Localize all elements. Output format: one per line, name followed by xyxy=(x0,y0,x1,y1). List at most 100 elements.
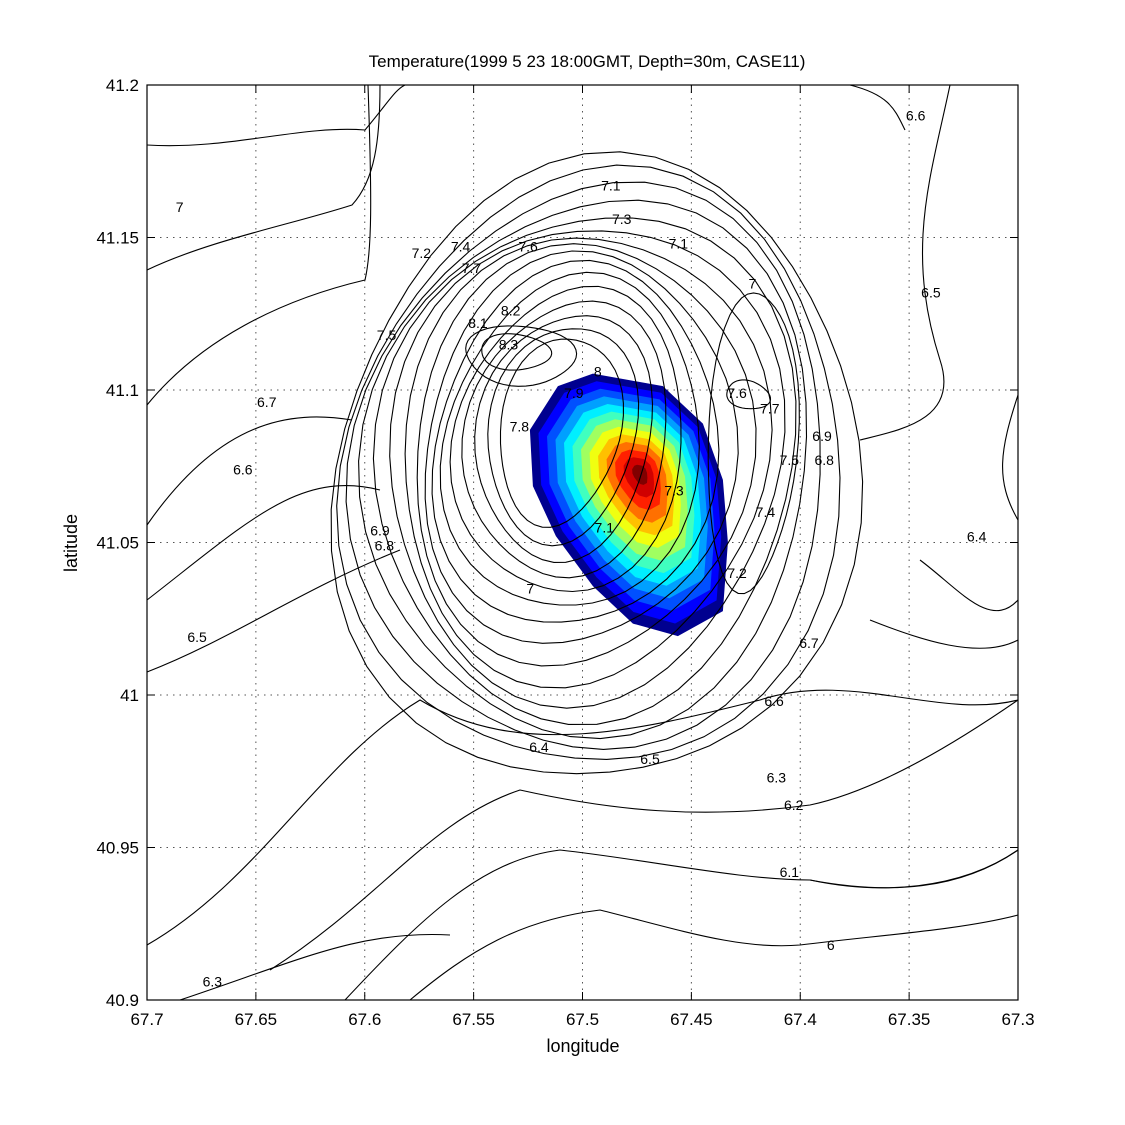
contour-value-label: 8.1 xyxy=(468,315,488,331)
isotherm-lines xyxy=(146,84,1019,1001)
chart-title: Temperature(1999 5 23 18:00GMT, Depth=30… xyxy=(369,52,806,71)
filled-contour-band xyxy=(632,464,648,485)
isotherm-line xyxy=(269,699,1019,971)
contour-value-label: 6.1 xyxy=(780,864,800,880)
contour-value-label: 6.5 xyxy=(640,751,660,767)
isotherm-line xyxy=(465,325,578,387)
contour-value-label: 7.8 xyxy=(510,419,530,435)
contour-value-label: 7.2 xyxy=(727,565,747,581)
isotherm-line xyxy=(146,84,406,147)
contour-value-label: 7.5 xyxy=(377,327,397,343)
isotherm-line xyxy=(461,300,667,579)
x-tick-label: 67.5 xyxy=(566,1010,599,1029)
contour-value-label: 7 xyxy=(748,275,756,291)
contour-value-label: 6.8 xyxy=(375,538,395,554)
contour-value-label: 7.7 xyxy=(760,400,780,416)
y-tick-label: 41.15 xyxy=(96,229,139,248)
y-axis-label: latitude xyxy=(61,514,81,572)
contour-value-label: 6.6 xyxy=(764,693,784,709)
isotherm-line xyxy=(146,416,353,526)
isotherm-line xyxy=(358,199,808,740)
contour-value-label: 8.3 xyxy=(499,336,519,352)
contour-value-label: 7.2 xyxy=(412,245,432,261)
x-tick-label: 67.35 xyxy=(888,1010,931,1029)
isotherm-line xyxy=(849,84,906,131)
isotherm-line xyxy=(707,292,800,595)
contour-value-label: 7.9 xyxy=(564,385,584,401)
isotherm-line xyxy=(499,338,624,528)
x-axis-label: longitude xyxy=(546,1036,619,1056)
contour-value-label: 7 xyxy=(176,199,184,215)
contour-value-label: 7.1 xyxy=(669,236,689,252)
x-tick-label: 67.45 xyxy=(670,1010,713,1029)
y-tick-label: 41.05 xyxy=(96,534,139,553)
isotherm-line xyxy=(487,328,640,547)
y-tick-label: 40.9 xyxy=(106,991,139,1010)
contour-value-label: 7 xyxy=(526,580,534,596)
contour-value-label: 8 xyxy=(594,364,602,380)
contour-labels: 6.6 7.1 7 7.3 7.2 7.4 7.6 7.1 7.7 7 6.5 8.2 8.1 7.5 8.… xyxy=(176,108,987,990)
x-tick-label: 67.3 xyxy=(1001,1010,1034,1029)
contour-value-label: 6.9 xyxy=(812,428,832,444)
contour-value-label: 6.2 xyxy=(784,797,804,813)
x-tick-label: 67.65 xyxy=(235,1010,278,1029)
x-tick-labels: 67.7 67.65 67.6 67.55 67.5 67.45 67.4 67.35 67.3 xyxy=(130,1010,1034,1029)
isotherm-line xyxy=(1002,394,1019,521)
contour-value-label: 6.6 xyxy=(906,108,926,124)
isotherm-line xyxy=(859,84,951,441)
contour-value-label: 7.3 xyxy=(664,483,684,499)
x-tick-label: 67.6 xyxy=(348,1010,381,1029)
contour-value-label: 7.4 xyxy=(451,239,471,255)
isotherm-line xyxy=(179,933,451,1001)
contour-value-label: 6.5 xyxy=(921,284,941,300)
isotherm-line xyxy=(146,549,401,673)
contour-value-label: 6.4 xyxy=(529,739,549,755)
isotherm-line xyxy=(372,217,797,725)
contour-value-label: 7.1 xyxy=(601,178,621,194)
y-tick-label: 41.1 xyxy=(106,381,139,400)
isotherm-line xyxy=(481,333,553,371)
isotherm-line xyxy=(330,151,864,775)
isotherm-line xyxy=(869,619,1019,649)
contour-value-label: 6.3 xyxy=(767,769,787,785)
isotherm-line xyxy=(439,271,700,606)
isotherm-line xyxy=(809,849,1019,889)
contour-value-label: 6.6 xyxy=(233,461,253,477)
isotherm-line xyxy=(389,230,786,709)
isotherm-line xyxy=(726,379,772,410)
y-tick-labels: 40.9 40.95 41 41.05 41.1 41.15 41.2 xyxy=(96,76,139,1010)
isotherm-line xyxy=(919,559,1019,612)
isotherm-line xyxy=(146,485,381,601)
x-tick-label: 67.55 xyxy=(452,1010,495,1029)
isotherm-line xyxy=(409,909,1019,1001)
isotherm-line xyxy=(416,243,757,667)
isotherm-line xyxy=(404,237,773,689)
y-tick-label: 41.2 xyxy=(106,76,139,95)
contour-value-label: 7.4 xyxy=(756,504,776,520)
contour-value-label: 7.7 xyxy=(462,260,482,276)
contour-value-label: 6.7 xyxy=(257,394,277,410)
contour-value-label: 6.4 xyxy=(967,528,987,544)
isotherm-line xyxy=(424,250,739,644)
contour-value-label: 8.2 xyxy=(501,303,521,319)
isotherm-line xyxy=(345,181,821,750)
contour-value-label: 6 xyxy=(827,937,835,953)
contour-value-label: 7.5 xyxy=(780,452,800,468)
contour-value-label: 7.3 xyxy=(612,211,632,227)
contour-value-label: 6.5 xyxy=(187,629,207,645)
isotherm-line xyxy=(449,285,682,593)
isotherm-line xyxy=(336,164,841,760)
contour-value-label: 7.6 xyxy=(727,385,747,401)
isotherm-line xyxy=(474,315,654,563)
isotherm-line xyxy=(146,84,381,271)
isotherm-line xyxy=(146,689,1019,946)
contour-value-label: 6.8 xyxy=(814,452,834,468)
isotherm-line xyxy=(146,84,372,406)
contour-value-label: 7.1 xyxy=(595,519,615,535)
contour-value-label: 7.6 xyxy=(518,239,538,255)
axis-ticks xyxy=(146,84,1019,1001)
contour-value-label: 6.3 xyxy=(203,974,223,990)
x-tick-label: 67.4 xyxy=(784,1010,817,1029)
y-tick-label: 41 xyxy=(120,686,139,705)
